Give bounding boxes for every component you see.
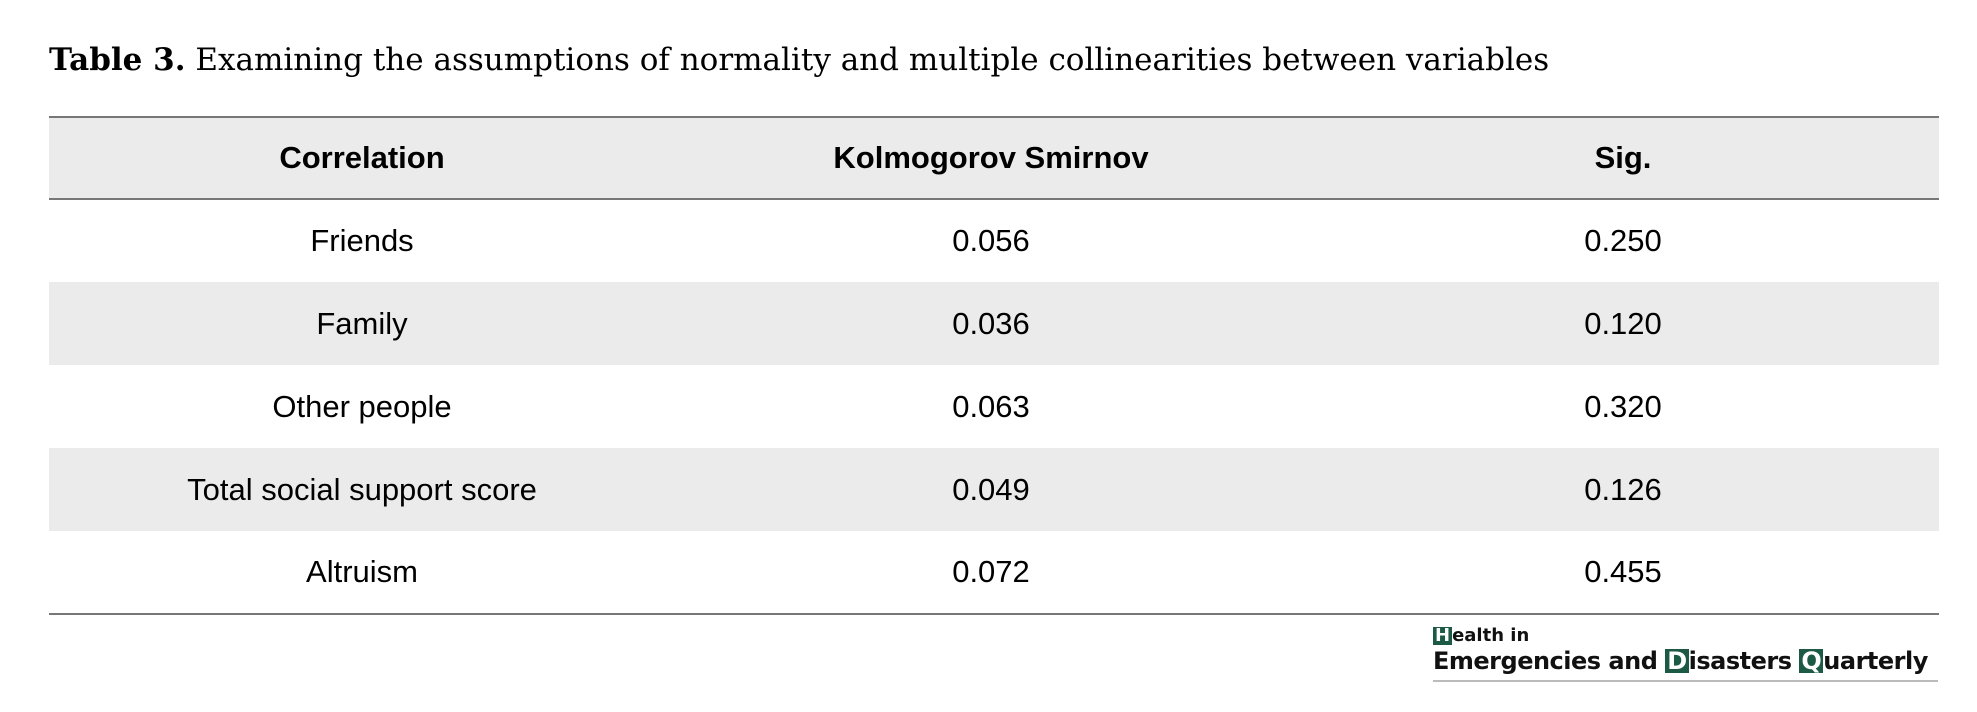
- cell-correlation: Other people: [272, 388, 452, 424]
- column-header-sig: Sig.: [1594, 140, 1652, 175]
- cell-kolmogorov-smirnov: 0.063: [952, 388, 1030, 424]
- data-table-container: Correlation Kolmogorov Smirnov Sig. Frie…: [49, 116, 1939, 615]
- column-header-correlation: Correlation: [279, 140, 445, 175]
- table-row: Other people 0.063 0.320: [49, 365, 1939, 448]
- table-row: Total social support score 0.049 0.126: [49, 448, 1939, 531]
- table-caption-text: Examining the assumptions of normality a…: [185, 42, 1550, 78]
- cell-correlation: Friends: [310, 223, 414, 258]
- cell-kolmogorov-smirnov: 0.056: [952, 223, 1030, 258]
- cell-sig: 0.126: [1584, 471, 1662, 507]
- cell-kolmogorov-smirnov: 0.036: [952, 305, 1030, 341]
- cell-kolmogorov-smirnov: 0.049: [952, 471, 1030, 507]
- cell-sig: 0.120: [1584, 305, 1662, 341]
- cell-correlation: Altruism: [306, 554, 418, 589]
- table-row: Family 0.036 0.120: [49, 282, 1939, 365]
- data-table: Correlation Kolmogorov Smirnov Sig. Frie…: [49, 116, 1939, 615]
- table-row: Altruism 0.072 0.455: [49, 531, 1939, 614]
- cell-sig: 0.455: [1584, 554, 1662, 589]
- table-caption: Table 3. Examining the assumptions of no…: [49, 36, 1549, 84]
- cell-sig: 0.320: [1584, 388, 1662, 424]
- cell-kolmogorov-smirnov: 0.072: [952, 554, 1030, 589]
- cell-sig: 0.250: [1584, 223, 1662, 258]
- journal-logo-initial-q: Q: [1799, 647, 1824, 675]
- column-header-kolmogorov-smirnov: Kolmogorov Smirnov: [833, 140, 1149, 175]
- table-caption-label: Table 3.: [49, 42, 186, 78]
- journal-logo-initial-d: D: [1665, 647, 1689, 675]
- journal-logo-line2-part2: isasters: [1688, 647, 1800, 675]
- table-row: Friends 0.056 0.250: [49, 199, 1939, 282]
- journal-logo-line2-part1: Emergencies and: [1433, 647, 1666, 675]
- journal-logo-line2-part3: uarterly: [1823, 647, 1928, 675]
- journal-logo-initial-h: H: [1433, 625, 1453, 646]
- journal-logo-line2: Emergencies and Disasters Quarterly: [1433, 646, 1938, 676]
- cell-correlation: Total social support score: [187, 471, 537, 507]
- cell-correlation: Family: [316, 305, 408, 341]
- table-header-row: Correlation Kolmogorov Smirnov Sig.: [49, 117, 1939, 199]
- journal-logo-line1-text: ealth in: [1452, 625, 1530, 646]
